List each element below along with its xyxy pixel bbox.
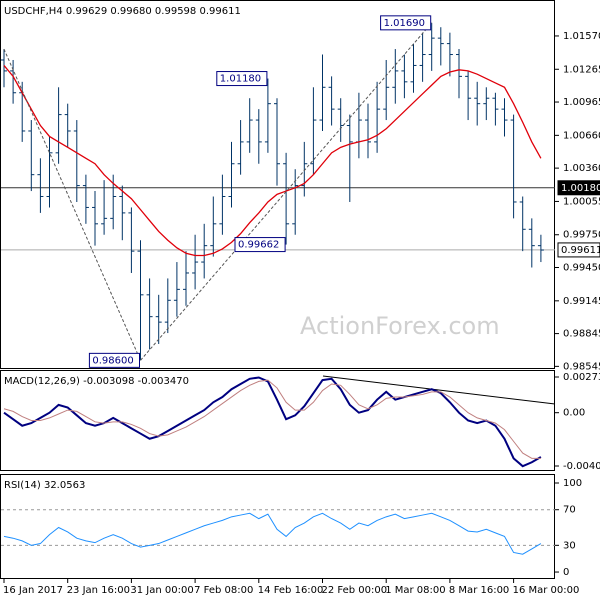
y-tick-label: 1.00965 (563, 97, 600, 108)
price-tag (557, 242, 600, 258)
watermark: ActionForex.com (300, 312, 500, 340)
y-tick-label: 1.00360 (563, 163, 600, 174)
y-tick-label: 0.98845 (563, 329, 600, 340)
annotation-label: 1.01180 (220, 74, 261, 85)
panel-title: MACD(12,26,9) -0.003098 -0.003470 (4, 376, 189, 387)
y-tick-label: 0.002738 (563, 372, 600, 383)
x-tick-label: 1 Mar 08:00 (385, 585, 445, 596)
indicator-line (3, 512, 542, 555)
x-tick-label: 31 Jan 00:00 (130, 585, 193, 596)
x-tick-label: 16 Mar 00:00 (513, 585, 580, 596)
annotation-label: 0.98600 (92, 355, 133, 366)
x-tick-label: 22 Feb 00:00 (322, 585, 388, 596)
x-tick-label: 16 Jan 2017 (3, 585, 63, 596)
x-tick-label: 7 Feb 08:00 (194, 585, 253, 596)
annotation-box (234, 237, 286, 253)
y-tick-label: 0.98545 (563, 361, 600, 372)
panel-title: USDCHF,H4 0.99629 0.99680 0.99598 0.9961… (4, 6, 241, 17)
moving-average (3, 65, 542, 257)
y-tick-label: -0.004088 (563, 461, 600, 472)
y-tick-label: 1.00660 (563, 130, 600, 141)
panel-title: RSI(14) 32.0563 (4, 480, 85, 491)
macd-panel (0, 370, 555, 471)
y-tick-label: 100 (563, 478, 582, 489)
price-tag (557, 180, 600, 196)
y-tick-label: 0 (563, 567, 569, 578)
price-panel (0, 0, 555, 369)
annotation-label: 1.01690 (384, 18, 425, 29)
x-tick-label: 14 Feb 16:00 (258, 585, 324, 596)
y-tick-label: 70 (563, 505, 576, 516)
annotation-box (216, 71, 268, 87)
y-tick-label: 1.00055 (563, 196, 600, 207)
rsi-panel (0, 474, 555, 579)
indicator-line (3, 376, 542, 468)
wave-line (3, 22, 433, 362)
y-tick-label: 30 (563, 540, 576, 551)
x-tick-label: 23 Jan 16:00 (67, 585, 130, 596)
y-tick-label: 1.01570 (563, 31, 600, 42)
annotation-label: 0.99662 (238, 240, 279, 251)
annotation-box (88, 352, 140, 368)
annotation-box (380, 15, 432, 31)
y-tick-label: 1.01265 (563, 64, 600, 75)
price-tag-label: 0.99611 (561, 245, 600, 256)
x-tick-label: 8 Mar 16:00 (449, 585, 509, 596)
trendline (322, 375, 556, 405)
price-tag-label: 1.00180 (561, 183, 600, 194)
y-tick-label: 0.99145 (563, 296, 600, 307)
y-tick-label: 0.00 (563, 408, 585, 419)
indicator-line (3, 379, 541, 459)
